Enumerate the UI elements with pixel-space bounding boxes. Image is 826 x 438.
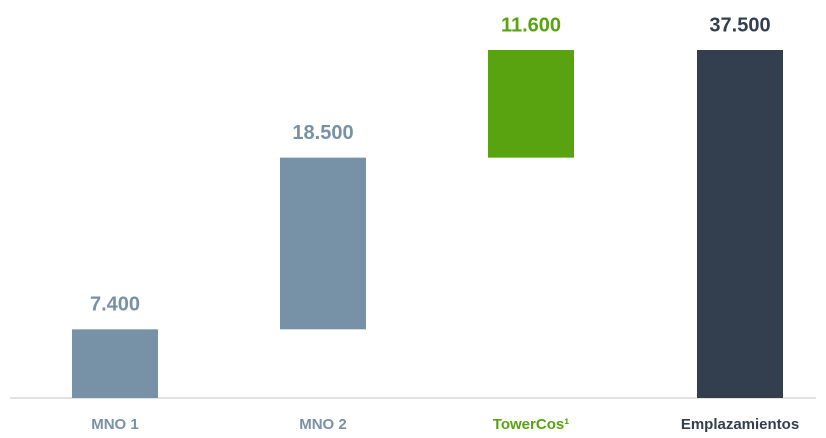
category-label: MNO 1 (91, 416, 139, 433)
category-label: Emplazamientos (681, 416, 799, 433)
value-label: 18.500 (292, 122, 353, 144)
bar (488, 50, 574, 158)
bar (280, 157, 366, 330)
category-label: TowerCos¹ (493, 416, 569, 433)
bar (697, 50, 783, 398)
bar (72, 329, 158, 398)
value-label: 7.400 (90, 294, 140, 316)
category-label: MNO 2 (299, 416, 347, 433)
value-label: 37.500 (709, 14, 770, 36)
value-label: 11.600 (501, 14, 561, 36)
